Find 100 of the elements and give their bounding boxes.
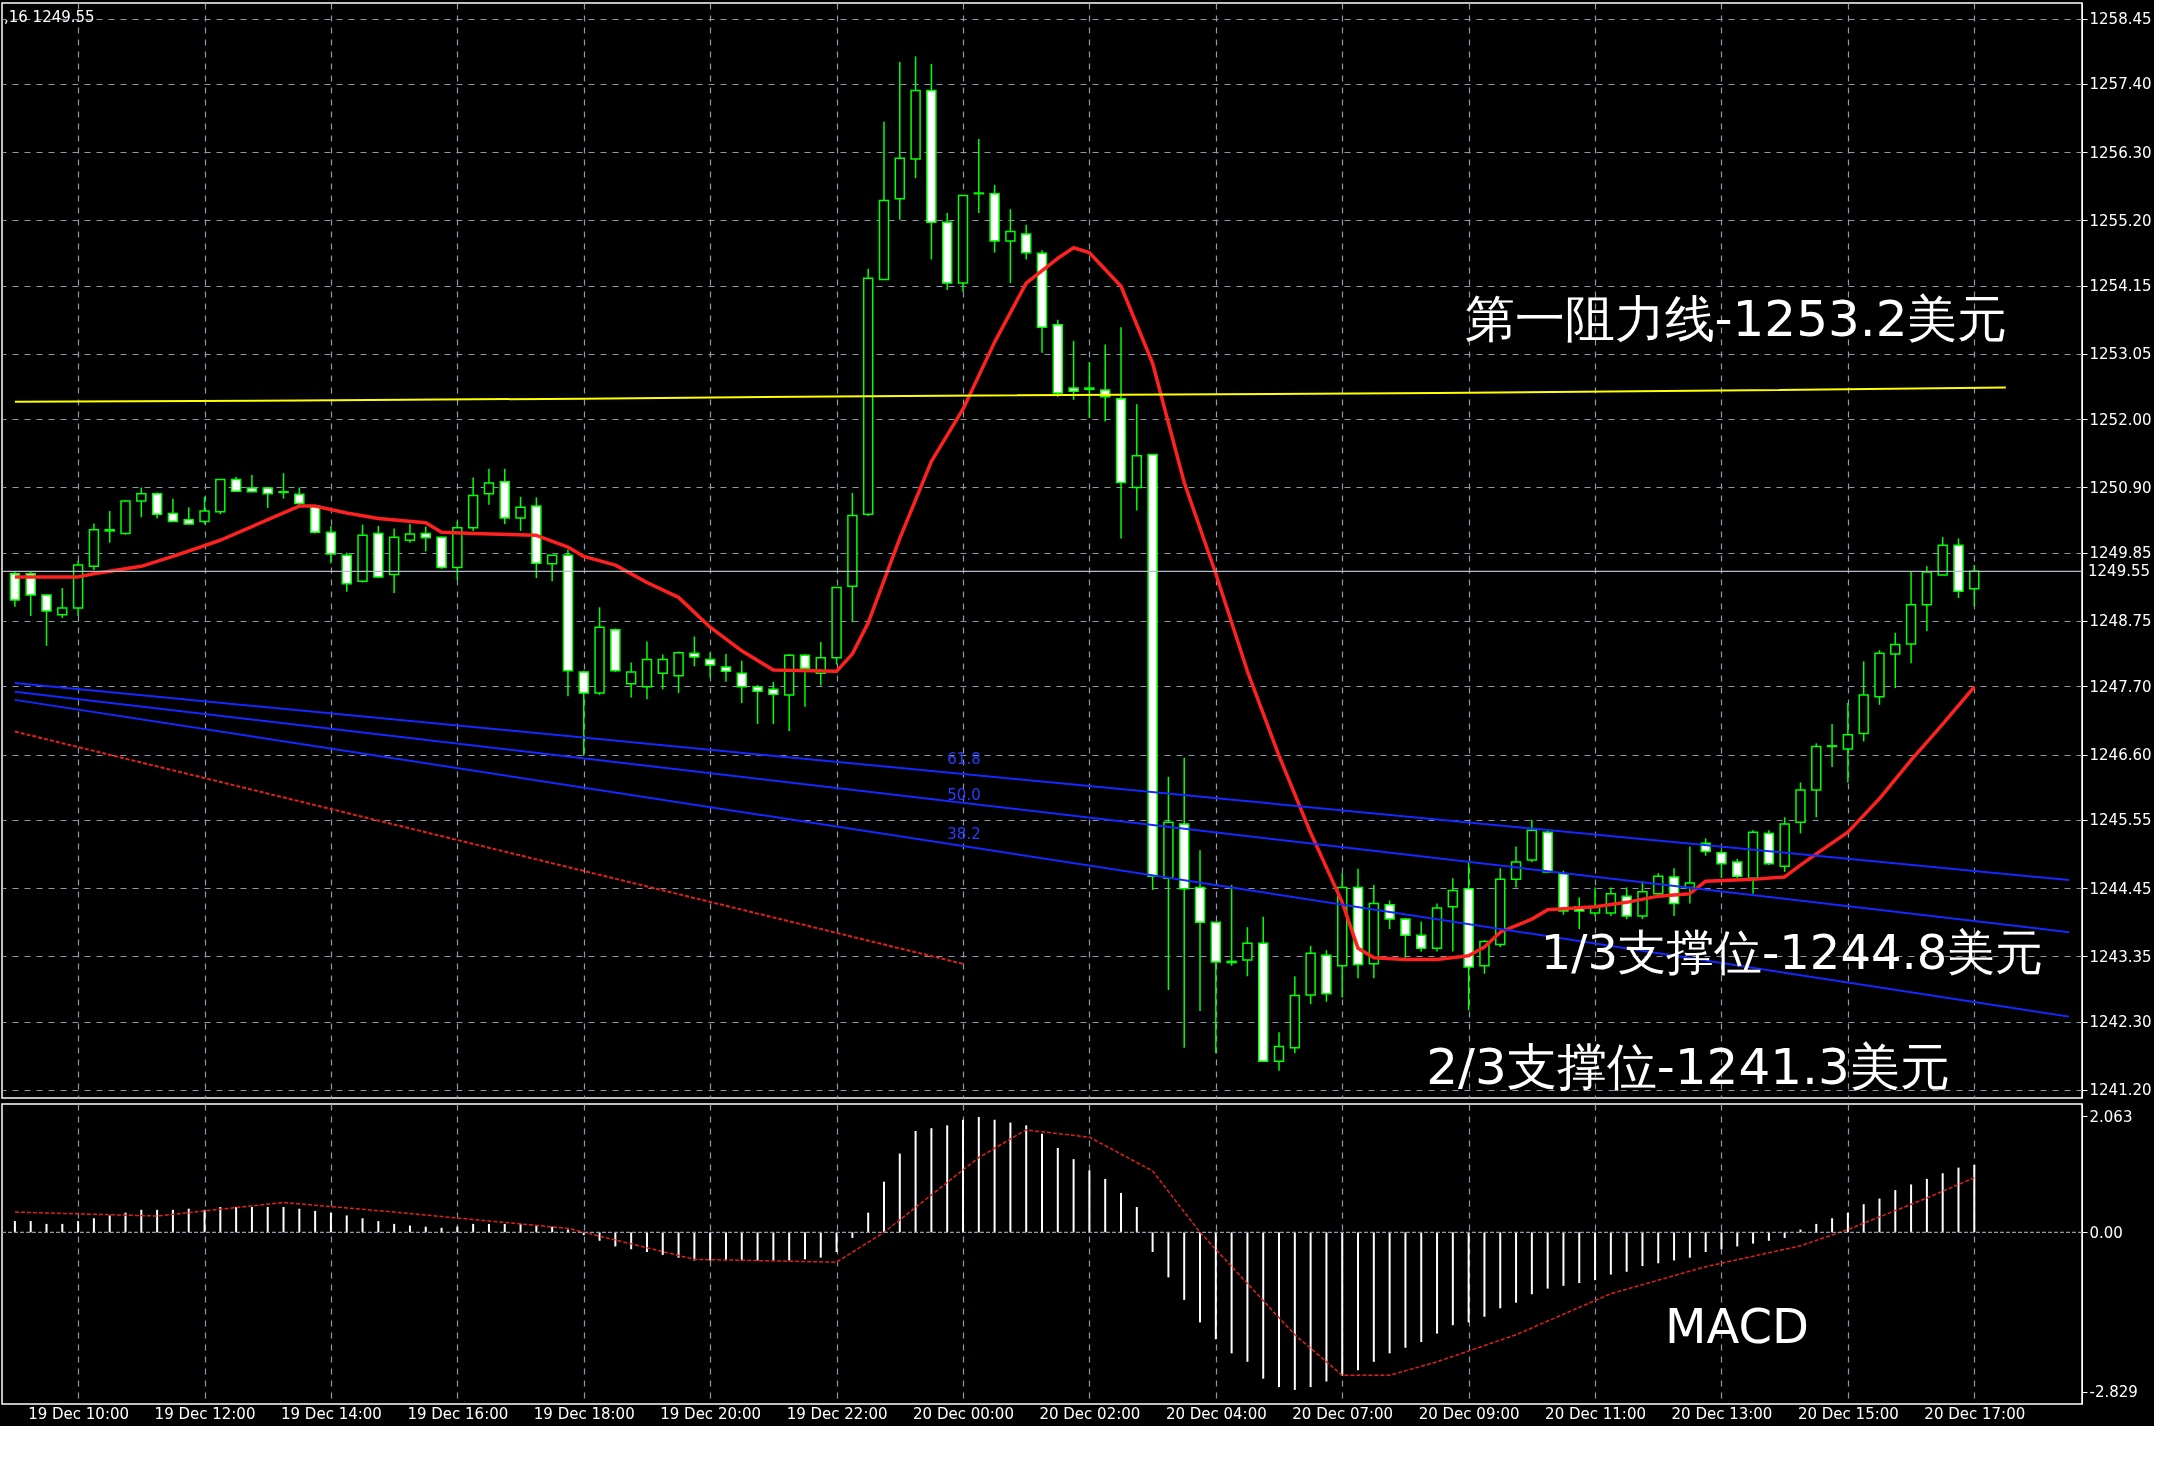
bar bbox=[29, 1221, 32, 1233]
y-tick-label: 1249.85 bbox=[2089, 544, 2152, 563]
candlestick bbox=[325, 525, 337, 564]
bar bbox=[788, 1232, 791, 1261]
bar bbox=[1720, 1232, 1723, 1250]
bar bbox=[1404, 1232, 1407, 1348]
bar bbox=[961, 1119, 964, 1233]
annotation: 50.0 bbox=[947, 786, 981, 804]
bar bbox=[1341, 1232, 1344, 1376]
candlestick bbox=[1842, 702, 1854, 784]
bar bbox=[140, 1209, 143, 1233]
candlestick bbox=[1400, 917, 1411, 959]
bar bbox=[77, 1221, 80, 1233]
annotation: 38.2 bbox=[947, 825, 981, 843]
candlestick bbox=[278, 472, 289, 500]
candlestick bbox=[151, 491, 163, 520]
x-tick-label: 19 Dec 10:00 bbox=[28, 1404, 130, 1423]
candlestick bbox=[420, 525, 431, 553]
bar bbox=[867, 1212, 870, 1233]
candlestick bbox=[736, 660, 748, 704]
x-tick-label: 20 Dec 11:00 bbox=[1545, 1404, 1646, 1423]
bar bbox=[1262, 1232, 1265, 1379]
bar bbox=[1088, 1170, 1091, 1233]
bar bbox=[1546, 1232, 1549, 1289]
bar bbox=[1135, 1207, 1138, 1233]
bar bbox=[393, 1223, 396, 1233]
bar bbox=[1594, 1232, 1597, 1281]
bar bbox=[1609, 1232, 1612, 1275]
bar bbox=[1673, 1232, 1676, 1261]
bar bbox=[1515, 1232, 1518, 1303]
bar bbox=[661, 1232, 664, 1255]
bar bbox=[645, 1232, 648, 1253]
bar bbox=[1246, 1232, 1249, 1362]
bar bbox=[1278, 1232, 1281, 1388]
y-tick-label: 1244.45 bbox=[2089, 879, 2152, 898]
bar bbox=[1894, 1190, 1897, 1233]
y-tick-label: 1242.30 bbox=[2089, 1013, 2152, 1032]
y-tick-label: 1250.90 bbox=[2089, 478, 2152, 497]
y-tick-label: 1246.60 bbox=[2089, 746, 2152, 765]
bar bbox=[1688, 1232, 1691, 1258]
candlestick bbox=[404, 523, 416, 544]
bar bbox=[171, 1209, 174, 1233]
y-tick-label: 1241.20 bbox=[2089, 1081, 2152, 1100]
bar bbox=[1167, 1232, 1170, 1278]
bar bbox=[1925, 1178, 1928, 1233]
bar bbox=[1530, 1232, 1533, 1295]
y-tick-label: 1253.05 bbox=[2089, 345, 2152, 364]
bar bbox=[282, 1207, 285, 1233]
bar bbox=[503, 1223, 506, 1233]
candlestick bbox=[104, 510, 115, 544]
bar bbox=[219, 1207, 222, 1233]
candlestick bbox=[704, 651, 716, 679]
bar bbox=[1420, 1232, 1423, 1343]
bar bbox=[756, 1232, 759, 1261]
bar bbox=[993, 1119, 996, 1233]
bar bbox=[1657, 1232, 1660, 1264]
bar bbox=[819, 1232, 822, 1258]
bar bbox=[1862, 1204, 1865, 1233]
bar bbox=[45, 1223, 48, 1233]
bar bbox=[1041, 1133, 1043, 1233]
y-tick-label: 1256.30 bbox=[2089, 143, 2152, 162]
bar bbox=[156, 1209, 159, 1233]
candlestick bbox=[657, 653, 669, 691]
bar bbox=[1878, 1198, 1881, 1233]
bar bbox=[1562, 1232, 1565, 1286]
annotation: ,16 1249.55 bbox=[4, 8, 95, 26]
bar bbox=[724, 1232, 727, 1261]
bar bbox=[709, 1232, 712, 1261]
bar bbox=[203, 1209, 206, 1233]
bar bbox=[1230, 1232, 1233, 1354]
candlestick bbox=[1242, 926, 1253, 978]
candlestick bbox=[1020, 223, 1032, 261]
x-tick-label: 20 Dec 15:00 bbox=[1797, 1404, 1899, 1423]
candlestick bbox=[262, 487, 273, 509]
bar bbox=[1831, 1218, 1834, 1233]
bar bbox=[803, 1232, 806, 1260]
bar bbox=[250, 1207, 253, 1233]
bar bbox=[914, 1131, 917, 1233]
bar bbox=[1736, 1232, 1739, 1247]
candlestick bbox=[1826, 723, 1838, 768]
bar bbox=[1467, 1232, 1470, 1323]
y-tick-label: 1247.70 bbox=[2089, 677, 2152, 696]
y-tick-label: 1248.75 bbox=[2089, 612, 2152, 631]
bar bbox=[1641, 1232, 1644, 1267]
annotation: MACD bbox=[1665, 1298, 1809, 1354]
candlestick bbox=[689, 635, 700, 668]
bar bbox=[329, 1212, 332, 1233]
x-tick-label: 20 Dec 04:00 bbox=[1165, 1404, 1267, 1423]
annotation: 2/3支撑位-1241.3美元 bbox=[1426, 1038, 1950, 1096]
y-tick-label: 2.063 bbox=[2089, 1107, 2133, 1126]
bar bbox=[1183, 1232, 1186, 1300]
bar bbox=[835, 1232, 838, 1253]
bar bbox=[1309, 1232, 1312, 1388]
bar bbox=[1120, 1192, 1123, 1233]
bar bbox=[740, 1232, 743, 1261]
candlestick bbox=[1890, 632, 1901, 689]
candlestick bbox=[799, 653, 811, 708]
bar bbox=[1199, 1232, 1202, 1323]
candlestick bbox=[673, 650, 684, 694]
bar bbox=[92, 1218, 95, 1233]
